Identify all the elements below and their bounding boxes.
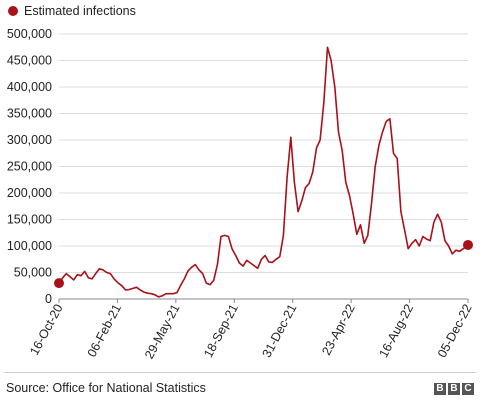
bbc-logo: B B C [434, 383, 474, 395]
series-end-marker [463, 239, 473, 250]
y-tick-label: 250,000 [7, 160, 52, 174]
y-tick-label: 100,000 [7, 239, 52, 253]
x-tick-label: 31-Dec-21 [260, 302, 300, 360]
series-line-estimated-infections [58, 46, 469, 298]
y-tick-label: 300,000 [7, 133, 52, 147]
x-tick-label: 23-Apr-22 [319, 302, 357, 358]
y-tick-label: 450,000 [7, 54, 52, 68]
footer-divider [4, 372, 476, 373]
y-tick-label: 200,000 [7, 186, 52, 200]
chart-legend: Estimated infections [6, 3, 136, 19]
bbc-logo-block: C [462, 383, 474, 395]
line-chart: 0 50,000 100,000 150,000 200,000 250,000 300,0… [7, 27, 475, 361]
legend-marker-icon [8, 6, 18, 16]
y-tick-label: 50,000 [14, 266, 52, 280]
y-tick-label: 500,000 [7, 27, 52, 41]
y-tick-label: 400,000 [7, 80, 52, 94]
y-axis-ticks: 0 50,000 100,000 150,000 200,000 250,000 300,0… [7, 27, 52, 306]
bbc-logo-block: B [448, 383, 460, 395]
x-tick-label: 18-Sep-21 [201, 302, 241, 360]
x-tick-label: 16-Aug-22 [376, 302, 416, 360]
grid-lines [59, 33, 468, 273]
x-tick-label: 05-Dec-22 [435, 302, 475, 360]
x-axis-ticks: 16-Oct-20 06-Feb-21 29-May-21 18-Sep-21 31-D… [27, 299, 475, 361]
x-tick-label: 29-May-21 [142, 302, 182, 361]
legend-label: Estimated infections [24, 4, 136, 18]
y-tick-label: 0 [45, 292, 52, 306]
series-start-marker [54, 278, 64, 289]
y-tick-label: 350,000 [7, 107, 52, 121]
source-note: Source: Office for National Statistics [6, 381, 206, 395]
y-tick-label: 150,000 [7, 213, 52, 227]
bbc-logo-block: B [434, 383, 446, 395]
x-tick-label: 06-Feb-21 [85, 302, 124, 360]
x-tick-label: 16-Oct-20 [27, 302, 65, 358]
